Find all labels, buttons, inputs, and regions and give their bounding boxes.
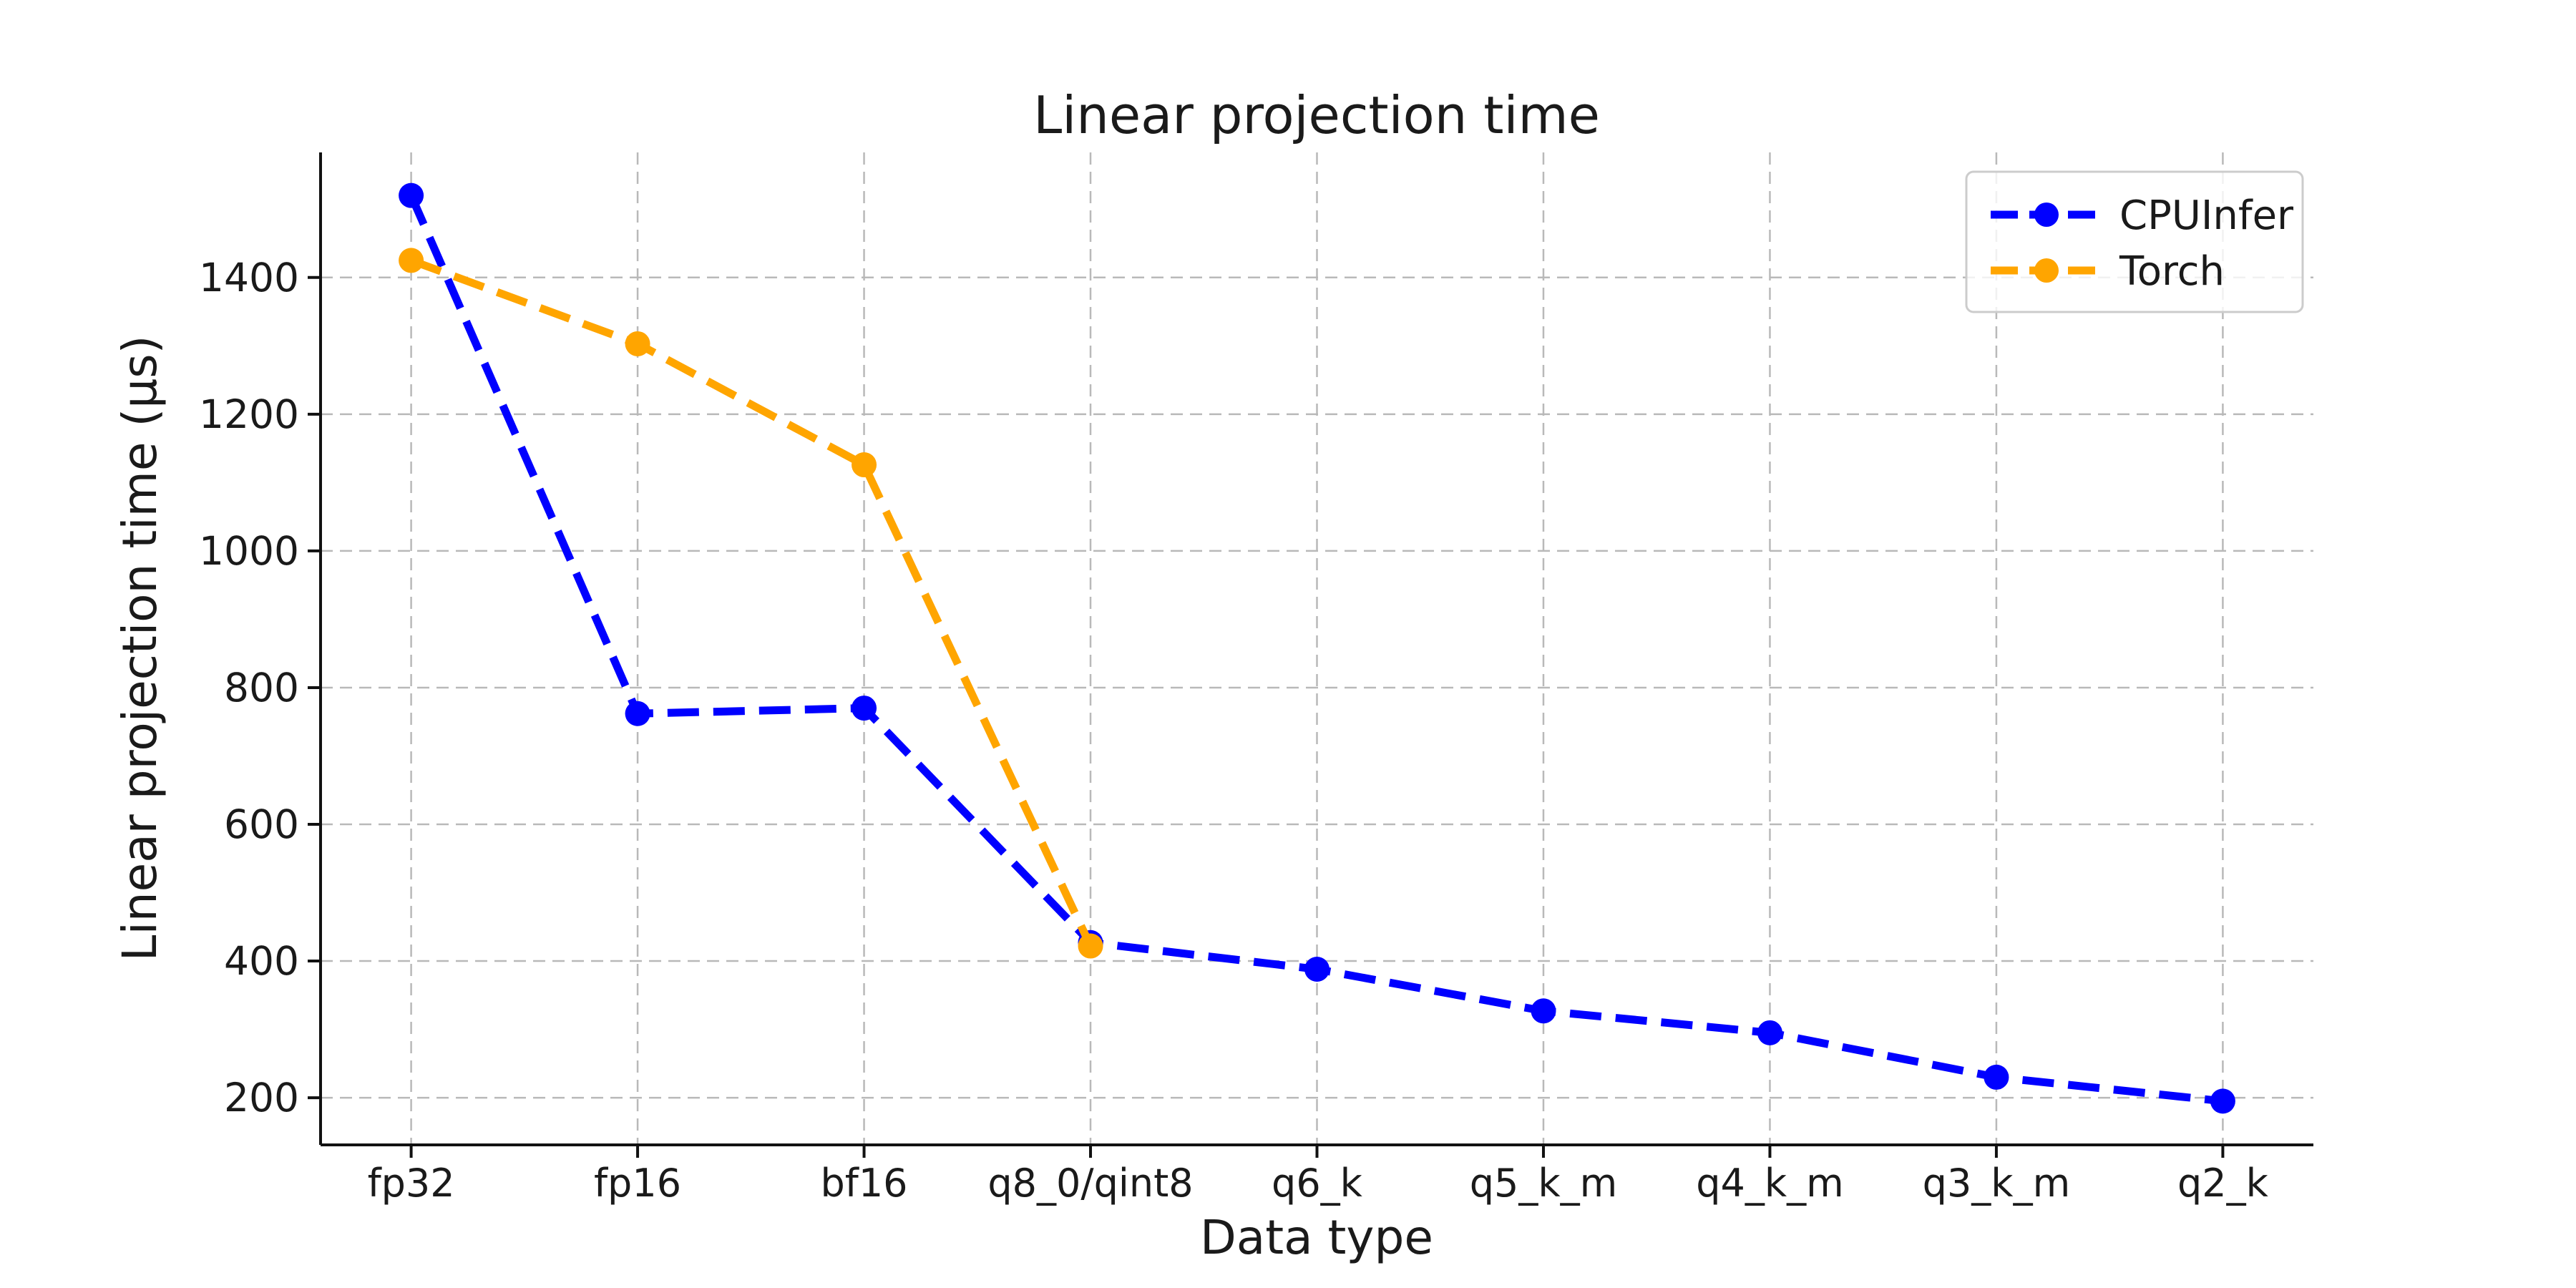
legend-item-cpuinfer: CPUInfer <box>1991 192 2294 239</box>
x-tick-label-bf16: bf16 <box>821 1161 908 1206</box>
y-tick-label-800: 800 <box>224 665 299 711</box>
y-tick-label-1000: 1000 <box>199 528 299 574</box>
data-point-cpuinfer-fp16 <box>625 701 650 726</box>
y-tick-label-200: 200 <box>224 1075 299 1121</box>
series-line-torch <box>409 256 1094 948</box>
chart-title: Linear projection time <box>1033 85 1600 145</box>
data-point-cpuinfer-q4-k-m <box>1757 1020 1782 1045</box>
legend-marker-cpuinfer <box>2034 203 2059 227</box>
legend-label-torch: Torch <box>2119 248 2225 295</box>
legend-label-cpuinfer: CPUInfer <box>2119 192 2294 239</box>
data-point-cpuinfer-q3-k-m <box>1984 1064 2009 1090</box>
y-tick-label-600: 600 <box>224 801 299 847</box>
x-tick-label-fp16: fp16 <box>594 1161 681 1206</box>
y-tick-label-400: 400 <box>224 938 299 984</box>
data-point-cpuinfer-q2-k <box>2210 1088 2235 1114</box>
legend: CPUInfer Torch <box>1965 170 2304 313</box>
x-tick-label-fp32: fp32 <box>368 1161 455 1206</box>
x-axis-label: Data type <box>1200 1210 1433 1265</box>
data-point-cpuinfer-q5-k-m <box>1531 998 1556 1024</box>
x-tick-label-q8-0-qint8: q8_0/qint8 <box>987 1161 1193 1206</box>
y-tick-label-1400: 1400 <box>199 255 299 301</box>
x-tick-label-q4-k-m: q4_k_m <box>1696 1161 1844 1206</box>
data-point-torch-bf16 <box>852 452 877 478</box>
x-tick-label-q3-k-m: q3_k_m <box>1923 1161 2071 1206</box>
legend-item-torch: Torch <box>1991 248 2225 295</box>
data-point-torch-fp32 <box>399 248 424 273</box>
legend-marker-torch <box>2034 258 2059 283</box>
data-point-cpuinfer-fp32 <box>399 182 424 208</box>
x-tick-label-q5-k-m: q5_k_m <box>1470 1161 1618 1206</box>
plot-area: 200 400 600 800 1000 1200 1400 fp32 fp16 bf16 q8_0… <box>199 152 2313 1206</box>
x-tick-label-q6-k: q6_k <box>1272 1161 1363 1206</box>
data-point-cpuinfer-q6-k <box>1304 957 1330 982</box>
data-point-torch-fp16 <box>625 331 650 356</box>
y-axis-label: Linear projection time (μs) <box>112 336 167 962</box>
x-tick-label-q2-k: q2_k <box>2177 1161 2269 1206</box>
data-point-torch-q8-0-qint8 <box>1078 933 1103 959</box>
y-tick-label-1200: 1200 <box>199 391 299 437</box>
data-point-cpuinfer-bf16 <box>852 696 877 721</box>
